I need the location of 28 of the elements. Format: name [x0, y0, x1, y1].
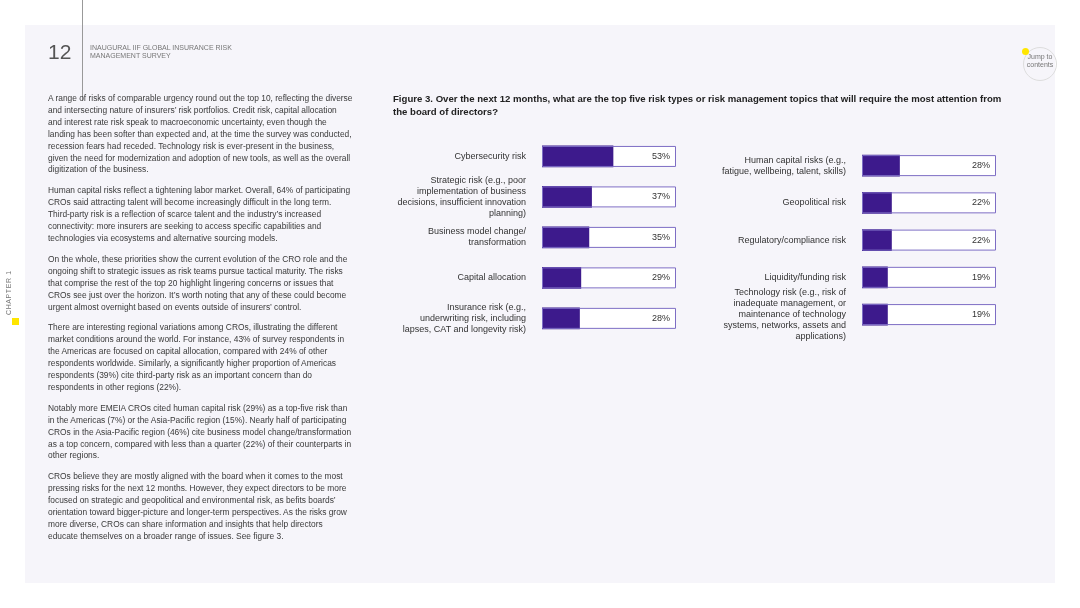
- data-label: 35%: [651, 231, 670, 242]
- y-tick-label: Geopolitical risk: [782, 197, 847, 208]
- data-label: 28%: [651, 312, 670, 323]
- text: There are interesting regional variations among CROs, illustrating the different market conditions around the world. For instance, 43% of survey respondents in the Americas are focused on capital allocation, compared with 24% of other respondents worldwide. Similarly, a significantly higher proportion of Americas respondents (39%) cite third-party risk as an important concern than do respondents in other regions (22%).: [48, 322, 346, 394]
- y-tick-label: Technology risk (e.g., risk of inadequate management, or maintenance of technology systems, networks, assets and applications): [723, 287, 847, 341]
- text: On the whole, these priorities show the current evolution of the CRO role and the ongoing shift to strategic issues as risk teams pursue tactical maturity. The risks that comprise the rest of the top 20 highlight lingering concerns or issues that CROs see just over the horizon. It’s worth noting that any of these could become urgent almost overnight based on events outside of insurers’ control.: [48, 253, 349, 314]
- text: Figure 3. Over the next 12 months, what are the top five risk types or risk management topics that will require the most attention from the board of directors?: [393, 92, 1003, 118]
- data-label: 19%: [971, 309, 990, 320]
- y-tick-label: Capital allocation: [457, 272, 526, 283]
- y-tick-label: Insurance risk (e.g., underwriting risk, including lapses, CAT and longevity risk): [402, 302, 526, 334]
- text: Notably more EMEIA CROs cited human capital risk (29%) as a top-five risk than in the Americas (7%) or the Asia-Pacific region (15%). Nearly half of participating CROs in the Asia-Pacific region (46%) cite business model change/transformation as a top concern, compared with less than a quarter (22%) of their counterparts in other regions.: [48, 402, 353, 463]
- y-tick-label: Human capital risks (e.g., fatigue, wellbeing, talent, skills): [721, 154, 846, 176]
- data-label: 28%: [971, 160, 990, 171]
- y-tick-label: Liquidity/funding risk: [764, 271, 847, 282]
- text: 12: [48, 40, 72, 64]
- y-tick-label: Cybersecurity risk: [454, 150, 527, 161]
- data-label: 22%: [971, 197, 990, 208]
- y-tick-label: Business model change/ transformation: [427, 226, 527, 248]
- text: Human capital risks reflect a tightening labor market. Overall, 64% of participating CROs said attracting talent will become increasingly difficult in the long term. Third-party risk is a reflection of scarce talent and the industry’s increased connectivity: more insurers are seeking to access specific capabilities and technologies via ecosystems and alternative sourcing models.: [48, 185, 352, 245]
- data-label: 22%: [971, 234, 990, 245]
- data-label: 53%: [651, 150, 670, 161]
- data-label: 29%: [651, 272, 670, 283]
- text: A range of risks of comparable urgency round out the top 10, reflecting the diverse and intersecting nature of insurers’ risk portfolios. Credit risk, capital allocation and interest rate risk speak to macroeconomic uncertainty, even though the landing has been softer than expected and, at the time the survey was conducted, recession fears had receded. Technology risk is ever-present in the business, given the need for modernization and adoption of new tools, as well as the overall digitization of the business.: [48, 93, 353, 177]
- data-label: 37%: [651, 191, 670, 202]
- y-tick-label: Strategic risk (e.g., poor implementation of business decisions, insufficient innovation planning): [397, 175, 527, 218]
- text: CROs believe they are mostly aligned with the board when it comes to the most pressing risks for the next 12 months. However, they expect directors to be more focused on strategic and geopolitical and environmental risk, as befits boards’ orientation toward bigger-picture and longer-term perspectives. As the risks grow more diverse, CROs can share information and insights that help directors educate themselves on a broader range of issues. See figure 3.: [48, 471, 348, 543]
- data-label: 19%: [971, 271, 990, 282]
- y-tick-label: Regulatory/compliance risk: [737, 234, 847, 245]
